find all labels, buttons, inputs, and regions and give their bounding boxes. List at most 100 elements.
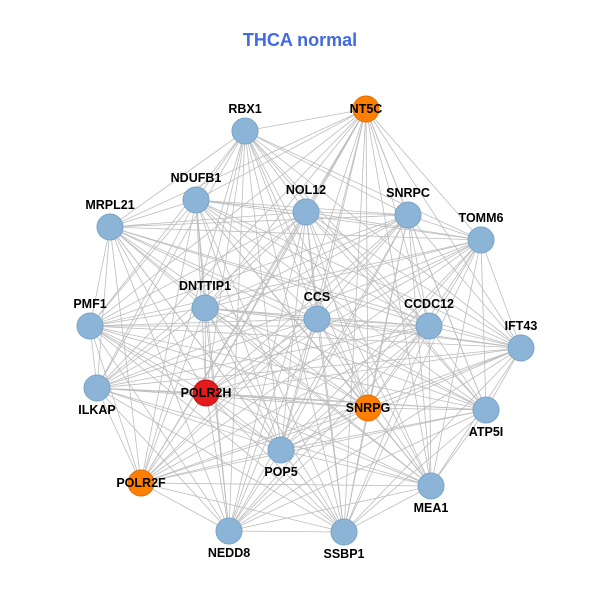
edge-ATP5I-MEA1 — [430, 409, 487, 487]
edge-NOL12-DNTTIP1 — [204, 211, 307, 309]
edge-NDUFB1-TOMM6 — [195, 199, 482, 241]
edge-IFT43-POLR2H — [205, 347, 522, 394]
nodes-layer — [76, 95, 535, 546]
node-CCS — [303, 305, 331, 333]
edge-SNRPG-POLR2F — [140, 407, 369, 484]
edge-POP5-NEDD8 — [228, 449, 282, 532]
node-label-SSBP1: SSBP1 — [324, 547, 365, 561]
edge-CCS-POLR2F — [140, 318, 318, 484]
edge-SNRPG-SSBP1 — [343, 407, 369, 533]
edge-NEDD8-SSBP1 — [228, 530, 345, 533]
node-POP5 — [267, 436, 295, 464]
edge-TOMM6-ILKAP — [96, 239, 482, 389]
edge-POP5-MEA1 — [280, 449, 432, 487]
edge-NOL12-NEDD8 — [228, 211, 307, 532]
edge-RBX1-POLR2H — [205, 130, 246, 394]
edge-ILKAP-SSBP1 — [96, 387, 345, 533]
node-label-IFT43: IFT43 — [505, 319, 538, 333]
edge-ATP5I-NEDD8 — [228, 409, 487, 532]
labels-layer: RBX1 NT5C NDUFB1 NOL12 SNRPC MRPL21 TOMM6 DNTTI… — [73, 102, 537, 561]
edge-NT5C-TOMM6 — [365, 108, 482, 241]
edge-SNRPC-ILKAP — [96, 214, 409, 389]
edge-POLR2H-MEA1 — [205, 392, 432, 487]
edge-SNRPG-POP5 — [280, 407, 369, 451]
node-label-POLR2H: POLR2H — [181, 386, 232, 400]
edge-SNRPC-DNTTIP1 — [204, 214, 409, 309]
edge-DNTTIP1-POP5 — [204, 307, 282, 451]
edge-RBX1-SNRPC — [244, 130, 409, 216]
edge-DNTTIP1-PMF1 — [89, 307, 206, 327]
edge-CCDC12-POLR2H — [205, 325, 430, 394]
node-RBX1 — [231, 117, 259, 145]
node-CCDC12 — [415, 312, 443, 340]
edge-RBX1-TOMM6 — [244, 130, 482, 241]
edge-MRPL21-PMF1 — [89, 226, 111, 327]
edge-NDUFB1-MEA1 — [195, 199, 432, 487]
edge-MRPL21-POLR2H — [109, 226, 207, 394]
edge-POP5-POLR2F — [140, 449, 282, 484]
edge-POLR2H-POLR2F — [140, 392, 207, 484]
node-label-CCDC12: CCDC12 — [404, 297, 454, 311]
edge-CCDC12-POP5 — [280, 325, 430, 451]
edge-DNTTIP1-MEA1 — [204, 307, 432, 487]
node-PMF1 — [76, 312, 104, 340]
node-MRPL21 — [96, 213, 124, 241]
edge-PMF1-SNRPG — [89, 325, 369, 409]
node-ATP5I — [472, 396, 500, 424]
edge-SNRPC-MRPL21 — [109, 214, 409, 228]
edge-SNRPC-POLR2F — [140, 214, 409, 484]
edge-DNTTIP1-POLR2F — [140, 307, 206, 484]
edge-ILKAP-SNRPG — [96, 387, 369, 409]
edge-ILKAP-NEDD8 — [96, 387, 230, 532]
edge-MRPL21-NEDD8 — [109, 226, 230, 532]
edge-CCDC12-ILKAP — [96, 325, 430, 389]
edge-ATP5I-POLR2F — [140, 409, 487, 484]
edge-ATP5I-POP5 — [280, 409, 487, 451]
edge-NDUFB1-SSBP1 — [195, 199, 345, 533]
edge-POLR2H-ATP5I — [205, 392, 487, 411]
edge-MRPL21-ILKAP — [96, 226, 111, 389]
edge-NDUFB1-PMF1 — [89, 199, 197, 327]
node-label-SNRPG: SNRPG — [346, 401, 390, 415]
edge-TOMM6-IFT43 — [480, 239, 522, 349]
edge-RBX1-IFT43 — [244, 130, 522, 349]
edge-PMF1-IFT43 — [89, 325, 522, 349]
edge-NDUFB1-MRPL21 — [109, 199, 197, 228]
edge-MRPL21-CCDC12 — [109, 226, 430, 327]
edge-CCDC12-IFT43 — [428, 325, 522, 349]
node-label-NDUFB1: NDUFB1 — [171, 171, 222, 185]
edge-IFT43-POP5 — [280, 347, 522, 451]
edge-RBX1-NT5C — [244, 108, 367, 132]
edge-TOMM6-ATP5I — [480, 239, 487, 411]
edge-NOL12-MRPL21 — [109, 211, 307, 228]
node-label-NEDD8: NEDD8 — [208, 546, 250, 560]
edge-POP5-SSBP1 — [280, 449, 345, 533]
edge-POLR2F-SSBP1 — [140, 482, 345, 533]
edges-layer — [89, 108, 522, 533]
edge-NOL12-POLR2H — [205, 211, 307, 394]
plot-title: THCA normal — [242, 30, 358, 50]
edge-CCDC12-MEA1 — [428, 325, 432, 487]
edge-PMF1-POP5 — [89, 325, 282, 451]
edge-CCDC12-SSBP1 — [343, 325, 430, 533]
edge-NT5C-MRPL21 — [109, 108, 367, 228]
edge-NDUFB1-ILKAP — [96, 199, 197, 389]
node-IFT43 — [507, 334, 535, 362]
edge-NOL12-MEA1 — [305, 211, 432, 487]
edge-SNRPC-SSBP1 — [343, 214, 409, 533]
edge-ATP5I-SSBP1 — [343, 409, 487, 533]
edge-CCS-CCDC12 — [316, 318, 430, 327]
edge-DNTTIP1-NEDD8 — [204, 307, 230, 532]
edge-CCS-PMF1 — [89, 318, 318, 327]
edge-MRPL21-TOMM6 — [109, 226, 482, 241]
edge-RBX1-NOL12 — [244, 130, 307, 213]
edge-NOL12-PMF1 — [89, 211, 307, 327]
edge-IFT43-NEDD8 — [228, 347, 522, 532]
edge-DNTTIP1-SNRPG — [204, 307, 369, 409]
edge-SNRPC-CCS — [316, 214, 409, 320]
edge-TOMM6-PMF1 — [89, 239, 482, 327]
edge-POLR2F-NEDD8 — [140, 482, 230, 532]
edge-NT5C-NDUFB1 — [195, 108, 367, 201]
